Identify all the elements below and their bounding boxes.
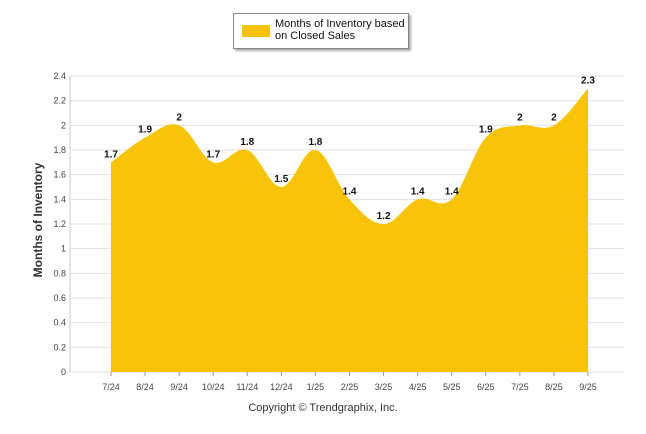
data-label: 1.8 <box>240 137 254 148</box>
x-tick-label: 5/25 <box>443 382 461 392</box>
data-label: 2.3 <box>581 75 595 86</box>
y-axis-label: Months of Inventory <box>31 162 45 278</box>
x-tick-label: 8/24 <box>136 382 154 392</box>
y-axis-ticks: 0 0.2 0.4 0.6 0.8 1 1.2 1.4 1.6 1.8 2 2.2 2.4 <box>53 71 66 377</box>
x-tick-label: 6/25 <box>477 382 495 392</box>
y-tick-label: 2.4 <box>53 71 66 81</box>
legend: Months of Inventory based on Closed Sale… <box>233 13 409 49</box>
y-tick-label: 1.4 <box>53 194 66 204</box>
copyright-footer: Copyright © Trendgraphix, Inc. <box>248 402 398 414</box>
y-tick-label: 2 <box>61 120 66 130</box>
y-tick-label: 1 <box>61 244 66 254</box>
y-tick-label: 0.6 <box>53 293 66 303</box>
data-label: 1.4 <box>411 186 425 197</box>
y-tick-label: 0.8 <box>53 268 66 278</box>
x-axis-ticks: 7/24 8/24 9/24 10/24 11/24 12/24 1/25 2/25 3/25 4… <box>102 372 597 392</box>
x-tick-label: 1/25 <box>307 382 325 392</box>
data-label: 2 <box>551 112 557 123</box>
x-tick-label: 7/25 <box>511 382 529 392</box>
legend-label-line1: Months of Inventory based <box>275 18 405 30</box>
x-tick-label: 12/24 <box>270 382 293 392</box>
x-tick-label: 11/24 <box>236 382 258 392</box>
data-label: 2 <box>517 112 523 123</box>
x-tick-label: 8/25 <box>545 382 563 392</box>
data-label: 1.4 <box>343 186 357 197</box>
y-tick-label: 0 <box>61 367 66 377</box>
data-label: 1.4 <box>445 186 459 197</box>
y-tick-label: 1.6 <box>53 170 66 180</box>
y-tick-label: 0.2 <box>53 342 66 352</box>
legend-label: Months of Inventory based on Closed Sale… <box>275 18 407 42</box>
data-label: 1.8 <box>308 137 322 148</box>
data-label: 1.7 <box>206 149 220 160</box>
x-tick-label: 4/25 <box>409 382 427 392</box>
y-tick-label: 1.2 <box>53 219 66 229</box>
y-tick-label: 1.8 <box>53 145 66 155</box>
x-tick-label: 2/25 <box>341 382 359 392</box>
y-tick-label: 2.2 <box>53 96 66 106</box>
y-tick-label: 0.4 <box>53 318 66 328</box>
x-tick-label: 9/25 <box>579 382 597 392</box>
data-label: 1.5 <box>274 174 288 185</box>
data-label: 1.9 <box>138 125 152 136</box>
data-label: 1.9 <box>479 125 493 136</box>
legend-label-line2: on Closed Sales <box>275 30 356 42</box>
inventory-area <box>111 88 588 372</box>
data-labels: 1.7 1.9 2 1.7 1.8 1.5 1.8 1.4 1.2 1.4 1.4 1.9 2 2 2.3 <box>104 75 595 222</box>
legend-swatch <box>242 25 270 37</box>
x-tick-label: 3/25 <box>375 382 393 392</box>
data-label: 2 <box>176 112 182 123</box>
x-tick-label: 9/24 <box>170 382 188 392</box>
data-label: 1.2 <box>377 211 391 222</box>
x-tick-label: 10/24 <box>202 382 225 392</box>
x-tick-label: 7/24 <box>102 382 120 392</box>
data-label: 1.7 <box>104 149 118 160</box>
